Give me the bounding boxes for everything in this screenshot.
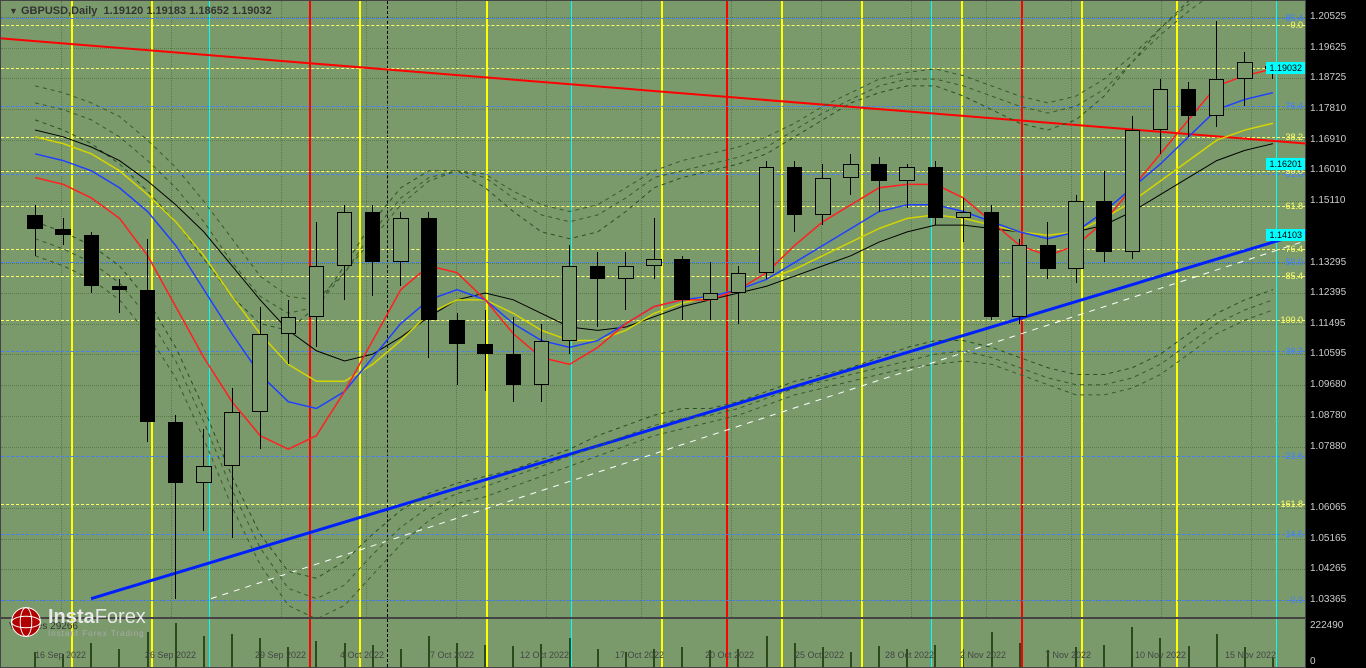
- candle[interactable]: [703, 293, 718, 300]
- candle[interactable]: [112, 286, 127, 289]
- candle[interactable]: [956, 212, 971, 219]
- chart-title: ▼ GBPUSD,Daily 1.19120 1.19183 1.18652 1…: [9, 5, 272, 17]
- price-tag: 1.16201: [1266, 158, 1305, 170]
- candle[interactable]: [27, 215, 42, 229]
- globe-icon: [10, 606, 42, 638]
- main-chart-area[interactable]: ▼ GBPUSD,Daily 1.19120 1.19183 1.18652 1…: [0, 0, 1306, 618]
- candle[interactable]: [421, 218, 436, 320]
- candle[interactable]: [55, 229, 70, 236]
- candle[interactable]: [477, 344, 492, 354]
- candle[interactable]: [618, 266, 633, 280]
- candle[interactable]: [365, 212, 380, 263]
- candle[interactable]: [1209, 79, 1224, 116]
- candle[interactable]: [928, 167, 943, 218]
- candle[interactable]: [984, 212, 999, 317]
- date-label: 26 Sep 2022: [145, 650, 196, 666]
- logo-tagline: Instant Forex Trading: [48, 629, 146, 638]
- candle[interactable]: [646, 259, 661, 266]
- candle[interactable]: [815, 178, 830, 215]
- candle[interactable]: [224, 412, 239, 466]
- candle[interactable]: [337, 212, 352, 266]
- date-label: 10 Nov 2022: [1135, 650, 1186, 666]
- candle[interactable]: [674, 259, 689, 300]
- candle[interactable]: [787, 167, 802, 215]
- price-tag: 1.14103: [1266, 229, 1305, 241]
- logo-brand-text: InstaForex: [48, 606, 146, 629]
- candle[interactable]: [899, 167, 914, 181]
- candle[interactable]: [449, 320, 464, 344]
- candle[interactable]: [1153, 89, 1168, 130]
- candle[interactable]: [196, 466, 211, 483]
- candle[interactable]: [759, 167, 774, 272]
- date-label: 4 Oct 2022: [340, 650, 384, 666]
- candle[interactable]: [84, 235, 99, 286]
- date-label: 28 Oct 2022: [885, 650, 934, 666]
- candle[interactable]: [590, 266, 605, 280]
- candle[interactable]: [252, 334, 267, 412]
- chart-container: ▼ GBPUSD,Daily 1.19120 1.19183 1.18652 1…: [0, 0, 1366, 668]
- candle[interactable]: [506, 354, 521, 385]
- date-label: 7 Nov 2022: [1045, 650, 1091, 666]
- date-label: 2 Nov 2022: [960, 650, 1006, 666]
- candle[interactable]: [871, 164, 886, 181]
- candle[interactable]: [393, 218, 408, 262]
- candle[interactable]: [562, 266, 577, 341]
- candle[interactable]: [140, 290, 155, 422]
- brand-logo: InstaForex Instant Forex Trading: [10, 606, 146, 638]
- candle[interactable]: [309, 266, 324, 317]
- date-label: 25 Oct 2022: [795, 650, 844, 666]
- candle[interactable]: [1012, 245, 1027, 316]
- candle[interactable]: [168, 422, 183, 483]
- volume-axis: 2224900: [1306, 618, 1366, 668]
- candle[interactable]: [843, 164, 858, 178]
- date-label: 16 Sep 2022: [35, 650, 86, 666]
- candle[interactable]: [1237, 62, 1252, 79]
- date-label: 12 Oct 2022: [520, 650, 569, 666]
- date-label: 15 Nov 2022: [1225, 650, 1276, 666]
- trendlines-layer: [1, 1, 1307, 619]
- candle[interactable]: [1068, 201, 1083, 269]
- candle[interactable]: [281, 317, 296, 334]
- date-label: 29 Sep 2022: [255, 650, 306, 666]
- candle[interactable]: [1096, 201, 1111, 252]
- candle[interactable]: [534, 341, 549, 385]
- price-tag: 1.19032: [1266, 62, 1305, 74]
- candle[interactable]: [731, 273, 746, 293]
- candle[interactable]: [1040, 245, 1055, 269]
- date-label: 20 Oct 2022: [705, 650, 754, 666]
- candle[interactable]: [1181, 89, 1196, 116]
- date-label: 17 Oct 2022: [615, 650, 664, 666]
- indicators-layer: [1, 1, 1307, 619]
- candle[interactable]: [1125, 130, 1140, 252]
- price-axis: 1.205251.196251.187251.178101.169101.160…: [1306, 0, 1366, 618]
- date-label: 7 Oct 2022: [430, 650, 474, 666]
